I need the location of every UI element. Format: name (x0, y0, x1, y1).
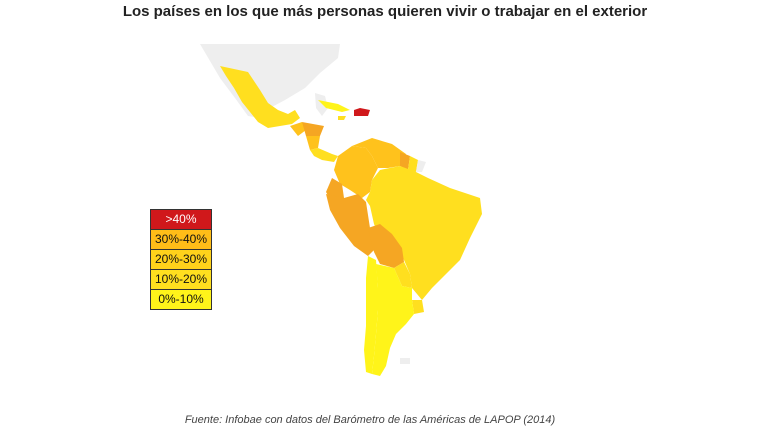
region-argentina (372, 264, 414, 376)
region-brazil (366, 166, 482, 300)
legend-item-20-30: 20%-30% (150, 249, 212, 270)
region-north-america-nodata (200, 44, 340, 118)
source-note: Fuente: Infobae con datos del Barómetro … (184, 414, 556, 426)
legend-item-10-20: 10%-20% (150, 269, 212, 290)
legend: >40% 30%-40% 20%-30% 10%-20% 0%-10% (150, 209, 212, 310)
region-french-guiana-nodata (416, 160, 426, 172)
region-nicaragua (306, 136, 320, 150)
choropleth-map (200, 44, 482, 376)
legend-item-0-10: 0%-10% (150, 289, 212, 310)
region-bolivia (368, 224, 404, 268)
region-costa-rica-panama (310, 148, 338, 162)
region-cuba (318, 100, 350, 112)
region-jamaica (338, 116, 346, 120)
region-suriname (408, 156, 418, 172)
region-peru (326, 194, 376, 256)
region-falklands-nodata (400, 358, 410, 364)
map-title: Los países en los que más personas quier… (122, 3, 648, 20)
region-guyana (400, 152, 410, 170)
region-haiti (354, 108, 360, 116)
region-florida-nodata (315, 93, 328, 116)
region-chile (364, 256, 378, 374)
region-paraguay (394, 262, 412, 288)
region-colombia (334, 146, 378, 198)
legend-item-40-plus: >40% (150, 209, 212, 230)
region-guatemala (290, 122, 306, 136)
region-venezuela (352, 138, 406, 168)
region-mexico (220, 66, 300, 128)
region-uruguay (412, 300, 424, 314)
legend-item-30-40: 30%-40% (150, 229, 212, 250)
region-dominican-republic (360, 108, 370, 116)
region-honduras (302, 122, 324, 136)
